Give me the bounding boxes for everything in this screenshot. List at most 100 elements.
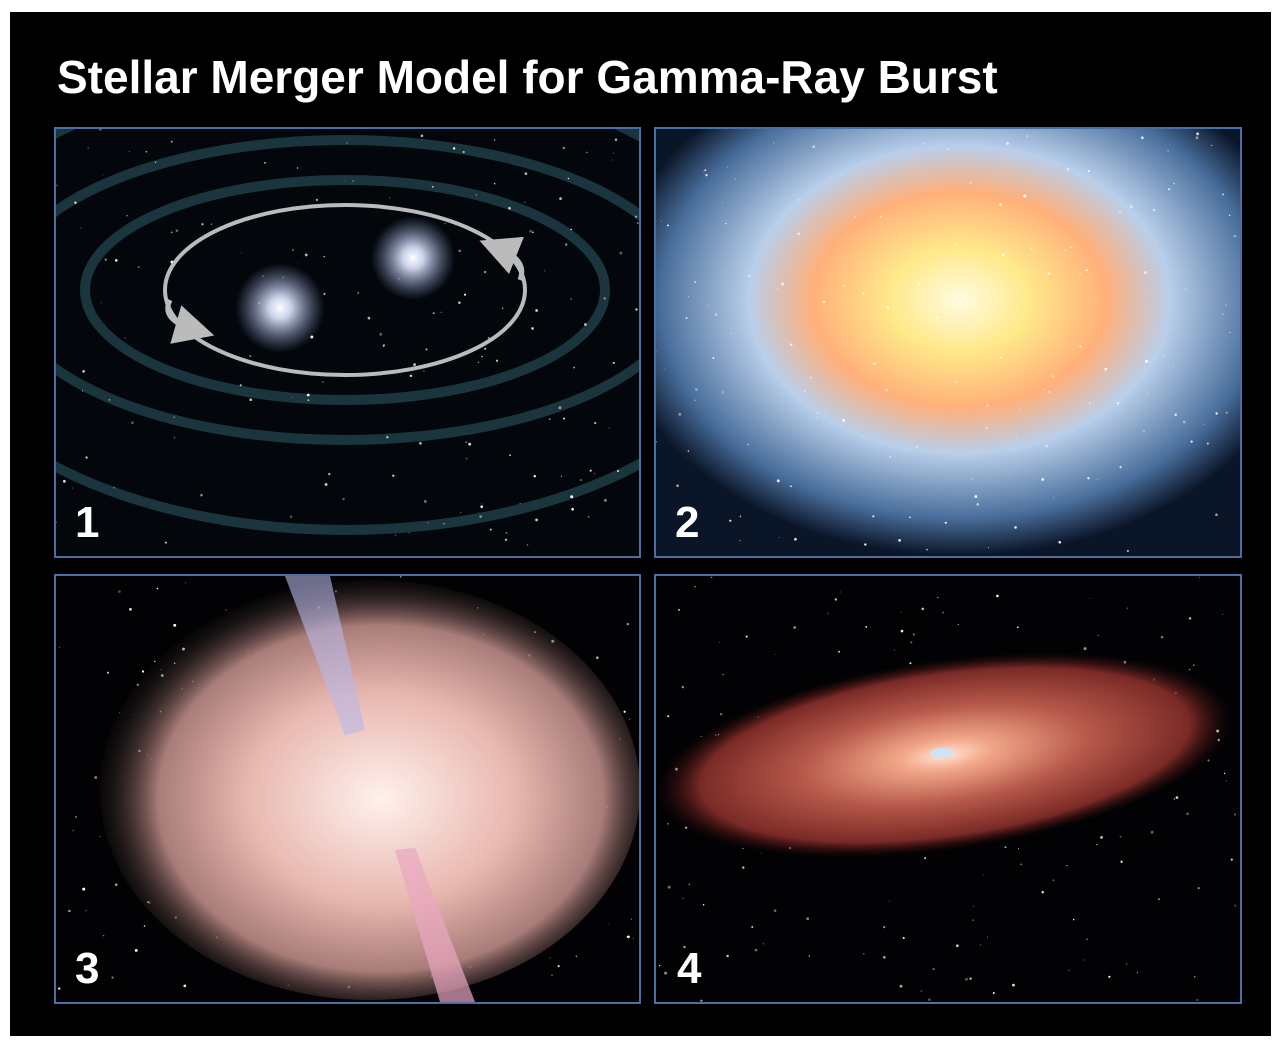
star (109, 399, 111, 401)
star (668, 886, 671, 889)
star (481, 356, 483, 358)
star (484, 348, 486, 350)
star (761, 853, 762, 854)
star (661, 221, 662, 222)
star (494, 183, 496, 185)
star (379, 333, 382, 336)
star (458, 301, 461, 304)
panel-2-art (655, 129, 1240, 556)
star (854, 216, 856, 218)
star (722, 391, 724, 393)
star (1215, 513, 1217, 515)
star (352, 181, 353, 182)
star (1174, 798, 1175, 799)
star (561, 476, 562, 477)
star (1064, 249, 1066, 251)
star (746, 636, 748, 638)
star (615, 139, 617, 141)
star (549, 418, 551, 420)
star (612, 159, 613, 160)
star (972, 478, 974, 480)
star (171, 141, 173, 143)
star (909, 516, 911, 518)
star (835, 598, 837, 600)
star (346, 142, 347, 143)
star (1234, 905, 1236, 907)
star (68, 910, 70, 912)
panel-number: 4 (677, 944, 702, 993)
star (682, 686, 684, 688)
star (264, 162, 266, 164)
star (58, 987, 61, 990)
star (466, 458, 467, 459)
star (464, 294, 466, 296)
star (889, 901, 890, 902)
star (481, 503, 482, 504)
star (316, 199, 318, 201)
star (707, 304, 708, 305)
star (987, 937, 988, 938)
star (970, 182, 972, 184)
star (1117, 402, 1119, 404)
star (107, 672, 109, 674)
star (619, 252, 622, 255)
star (165, 542, 167, 544)
star (1018, 848, 1019, 849)
star (1207, 443, 1209, 445)
star (72, 830, 73, 831)
star (1006, 142, 1009, 145)
star (976, 503, 979, 506)
star (685, 317, 687, 319)
star (776, 288, 777, 289)
star (1137, 972, 1138, 973)
star (629, 718, 630, 719)
star (1100, 836, 1103, 839)
star (102, 175, 103, 176)
star (157, 588, 159, 590)
star (478, 512, 479, 513)
star (667, 823, 669, 825)
star (1104, 368, 1107, 371)
star (453, 147, 455, 149)
star (520, 503, 521, 504)
star (812, 145, 815, 148)
star (816, 417, 818, 419)
star (568, 178, 569, 179)
star (973, 906, 974, 907)
star (1183, 421, 1186, 424)
star (659, 965, 660, 966)
star (1215, 412, 1217, 414)
star (712, 357, 714, 359)
star (63, 480, 66, 483)
star (324, 256, 325, 257)
star (798, 233, 800, 235)
star (763, 943, 764, 944)
star (82, 888, 85, 891)
star (424, 500, 427, 503)
star (722, 202, 723, 203)
star (794, 538, 797, 541)
star (1225, 304, 1227, 306)
star (505, 539, 507, 541)
star (85, 910, 86, 911)
star (570, 229, 572, 231)
star (249, 355, 251, 357)
star (664, 972, 667, 975)
star (880, 216, 882, 218)
star (444, 223, 445, 224)
star (739, 540, 740, 541)
star (1144, 271, 1147, 274)
star (80, 227, 81, 228)
star (499, 259, 501, 261)
star (688, 884, 690, 886)
star (774, 909, 777, 912)
star (676, 484, 679, 487)
star (1041, 891, 1044, 894)
star (56, 184, 58, 186)
star (1185, 288, 1187, 290)
star (580, 479, 582, 481)
star (726, 955, 728, 957)
star (419, 442, 422, 445)
star (1199, 577, 1200, 578)
star (535, 309, 538, 312)
